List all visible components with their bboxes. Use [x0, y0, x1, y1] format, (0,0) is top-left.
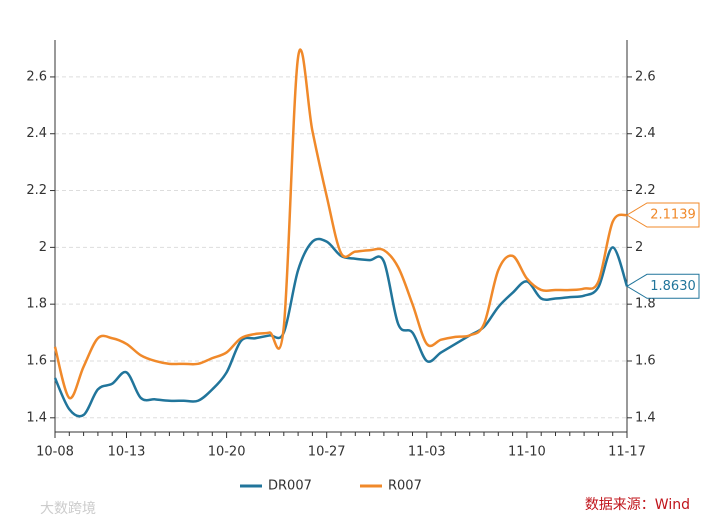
value-label: 2.1139: [650, 208, 696, 223]
label-box: [626, 273, 700, 299]
x-tick-label: 10-08: [36, 445, 74, 460]
y-tick-label: 1.4: [26, 410, 47, 425]
x-tick-label: 10-27: [308, 445, 346, 460]
legend-label: R007: [388, 479, 422, 494]
legend-label: DR007: [268, 479, 312, 494]
y-tick-label: 2.2: [26, 183, 47, 198]
y2-tick-label: 2.6: [635, 69, 656, 84]
y-tick-label: 2.4: [26, 126, 47, 141]
x-tick-label: 11-03: [408, 445, 446, 460]
y-tick-label: 1.8: [26, 297, 47, 312]
y2-tick-label: 1.8: [635, 297, 656, 312]
watermark: 大数跨境: [40, 501, 96, 517]
label-box: [626, 202, 700, 228]
x-tick-label: 10-20: [208, 445, 246, 460]
y2-tick-label: 2.4: [635, 126, 656, 141]
source: 数据来源：Wind: [585, 497, 690, 513]
line: [53, 48, 628, 400]
y-tick-label: 2: [39, 240, 47, 255]
y2-tick-label: 2: [635, 240, 643, 255]
line: [53, 237, 629, 418]
value-label: 1.8630: [650, 279, 696, 294]
y-tick-label: 1.6: [26, 353, 47, 368]
y2-tick-label: 2.2: [635, 183, 656, 198]
x-tick-label: 11-10: [508, 445, 546, 460]
x-tick-label: 11-17: [608, 445, 646, 460]
y-tick-label: 2.6: [26, 69, 47, 84]
y2-tick-label: 1.4: [635, 410, 656, 425]
x-tick-label: 10-13: [108, 445, 146, 460]
y2-tick-label: 1.6: [635, 353, 656, 368]
